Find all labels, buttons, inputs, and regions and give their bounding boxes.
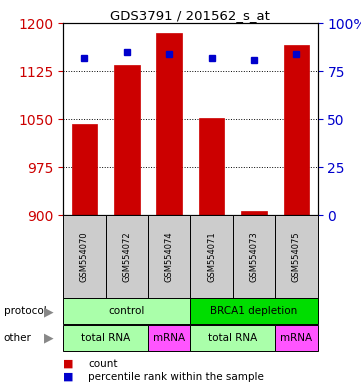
Title: GDS3791 / 201562_s_at: GDS3791 / 201562_s_at	[110, 9, 270, 22]
Text: BRCA1 depletion: BRCA1 depletion	[210, 306, 298, 316]
Text: total RNA: total RNA	[81, 333, 130, 343]
Text: ▶: ▶	[44, 332, 53, 345]
Bar	[241, 210, 267, 215]
Text: mRNA: mRNA	[280, 333, 313, 343]
Text: control: control	[109, 306, 145, 316]
Text: GSM554075: GSM554075	[292, 231, 301, 281]
Bar	[148, 215, 191, 298]
Bar	[71, 124, 97, 215]
Text: mRNA: mRNA	[153, 333, 185, 343]
Text: GSM554072: GSM554072	[122, 231, 131, 281]
Text: percentile rank within the sample: percentile rank within the sample	[88, 372, 264, 382]
Bar	[190, 325, 275, 351]
Bar	[105, 215, 148, 298]
Bar	[63, 215, 105, 298]
Text: ■: ■	[63, 359, 74, 369]
Text: GSM554070: GSM554070	[80, 231, 89, 281]
Text: GSM554071: GSM554071	[207, 231, 216, 281]
Bar	[63, 325, 148, 351]
Text: ■: ■	[63, 372, 74, 382]
Text: ▶: ▶	[44, 305, 53, 318]
Bar	[114, 65, 139, 215]
Text: total RNA: total RNA	[208, 333, 257, 343]
Bar	[233, 215, 275, 298]
Bar	[275, 215, 318, 298]
Bar	[156, 33, 182, 215]
Text: GSM554074: GSM554074	[165, 231, 174, 281]
Text: protocol: protocol	[4, 306, 46, 316]
Bar	[148, 325, 191, 351]
Bar	[190, 215, 233, 298]
Bar	[190, 298, 318, 324]
Text: other: other	[4, 333, 31, 343]
Bar	[63, 298, 190, 324]
Bar	[199, 118, 224, 215]
Bar	[284, 45, 309, 215]
Text: GSM554073: GSM554073	[249, 231, 258, 282]
Bar	[275, 325, 318, 351]
Text: count: count	[88, 359, 118, 369]
